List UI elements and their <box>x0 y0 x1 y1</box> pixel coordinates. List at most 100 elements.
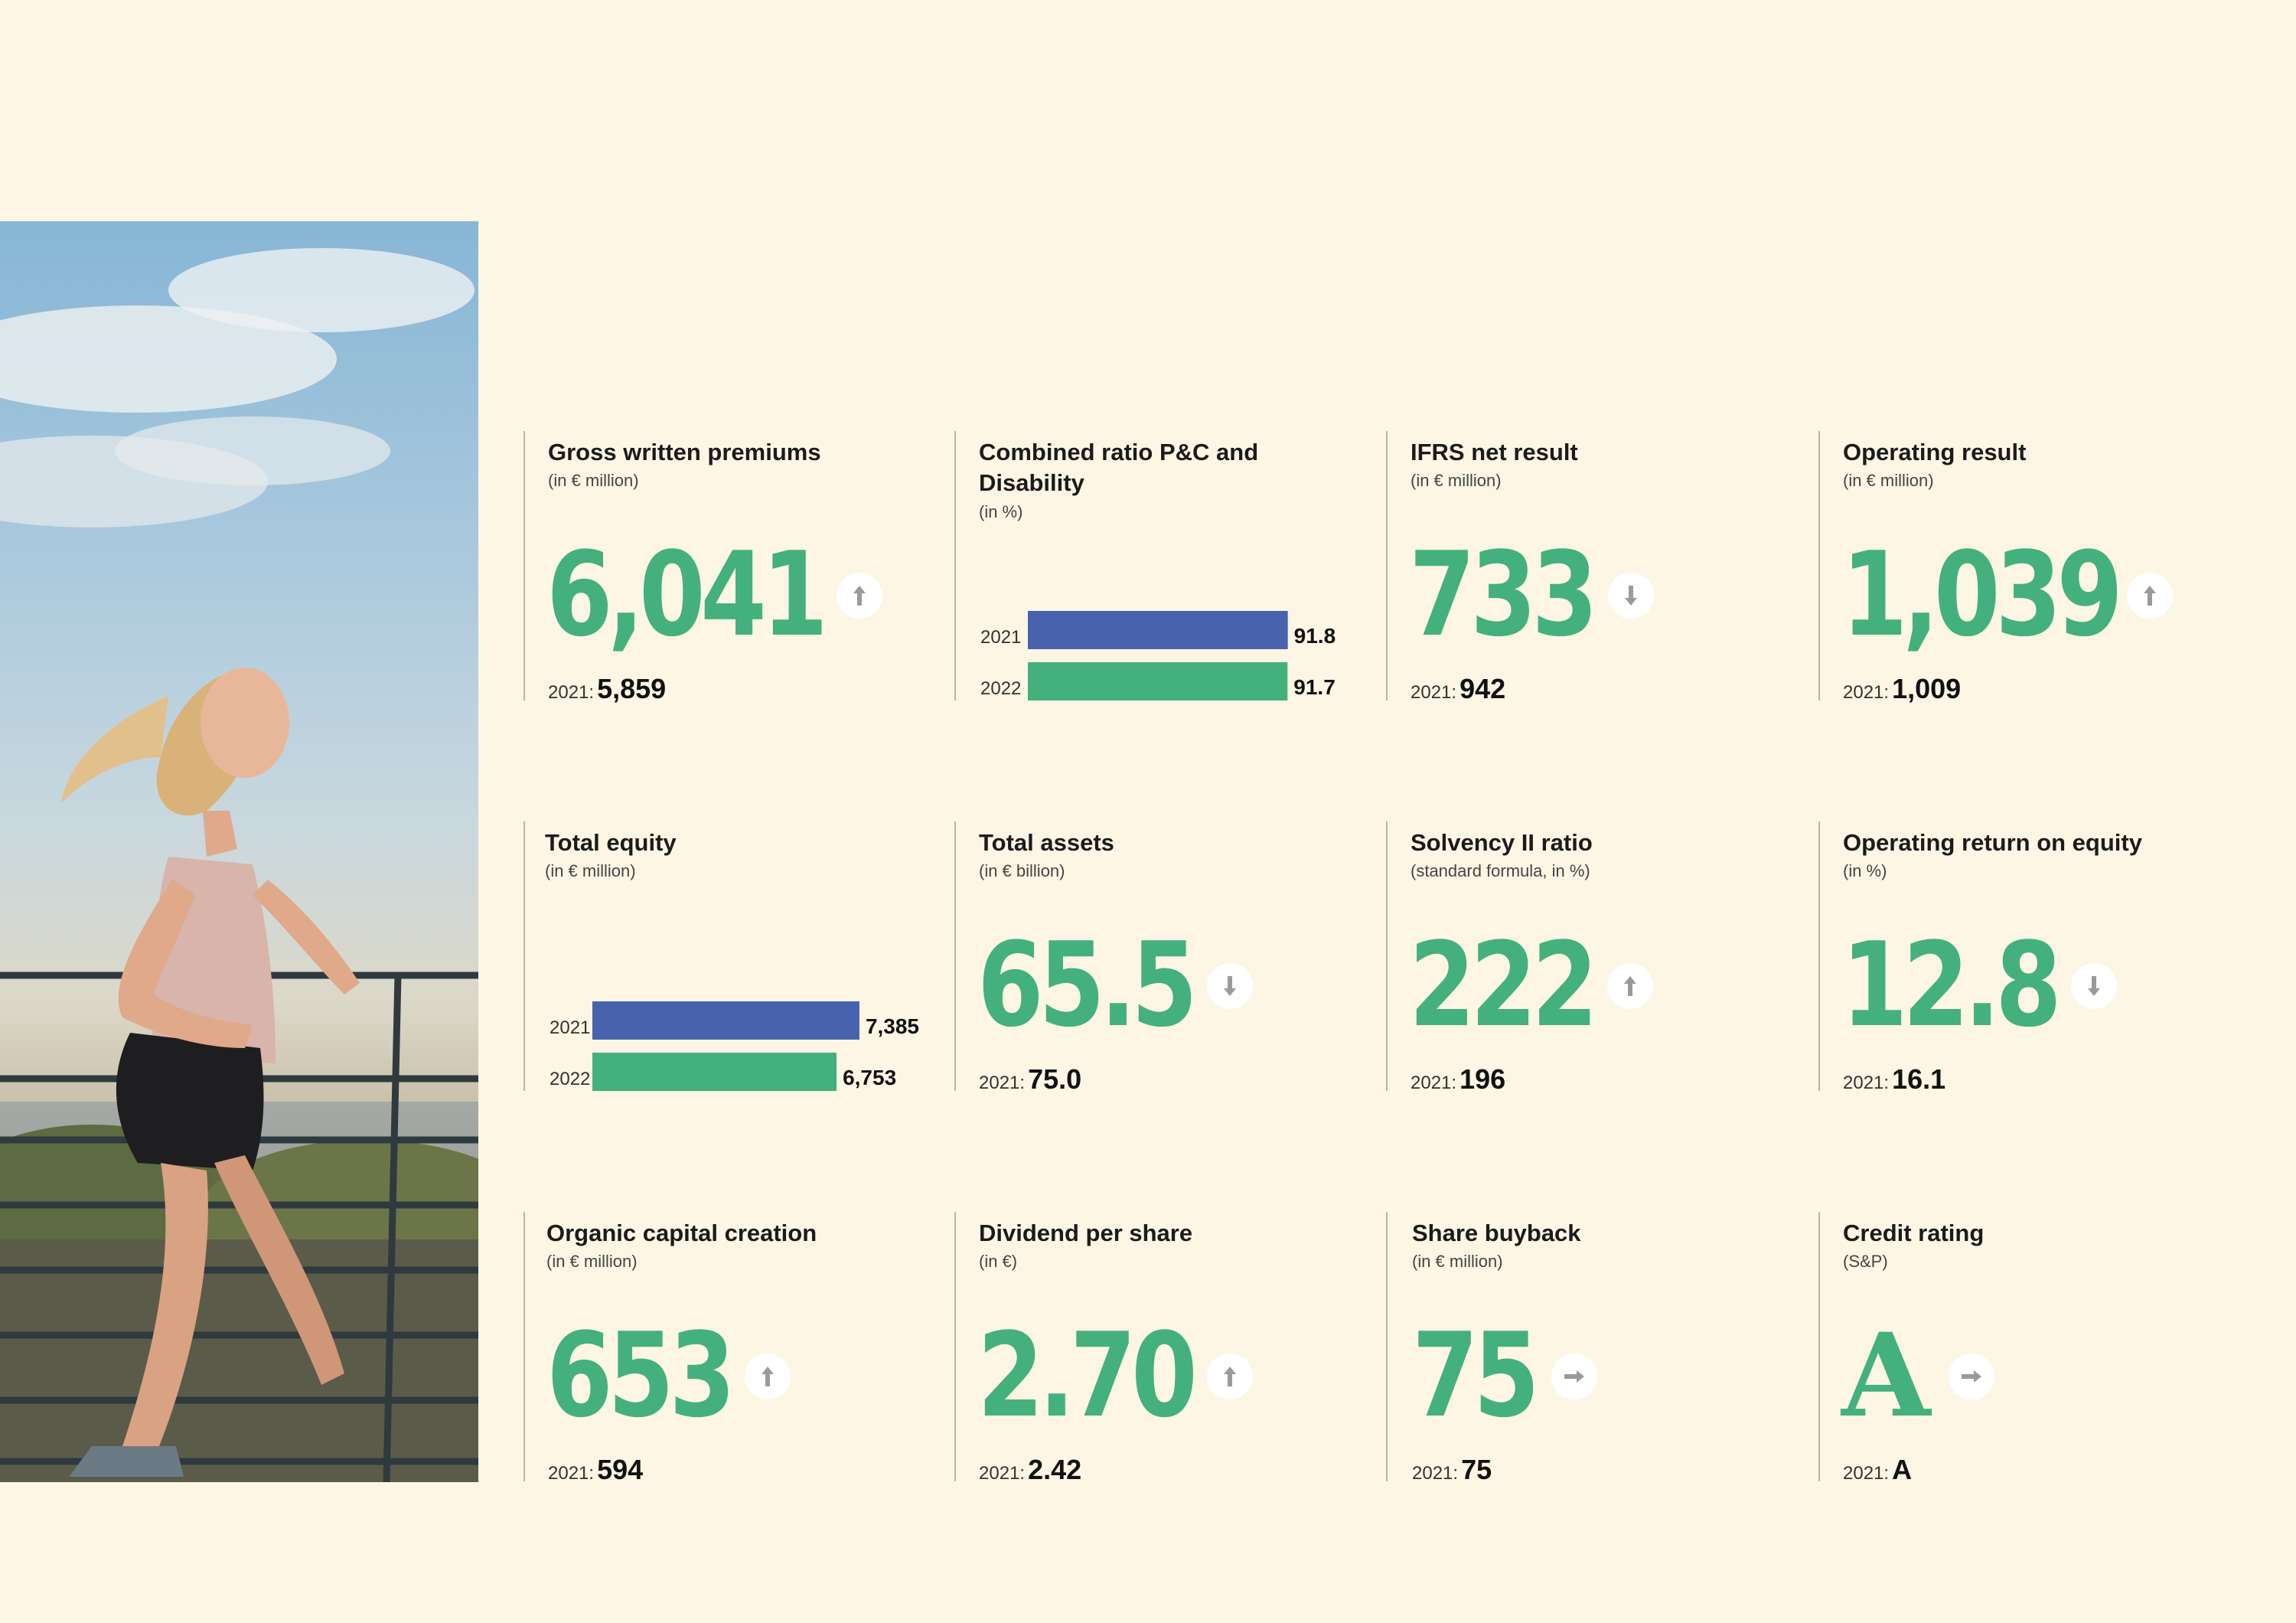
kpi-value: 65.5 <box>977 917 1198 1053</box>
kpi-solvency-ratio: Solvency II ratio (standard formula, in … <box>1386 821 1801 1095</box>
bar-category-label: 2022 <box>980 678 1021 699</box>
bar-2021 <box>1028 611 1288 649</box>
kpi-unit: (in € billion) <box>979 861 1065 880</box>
kpi-value: 75 <box>1412 1308 1540 1443</box>
arrow-right-icon <box>1949 1354 1994 1399</box>
bar-category-label: 2022 <box>550 1069 590 1089</box>
prior-label: 2021: <box>1843 682 1890 703</box>
kpi-ifrs-net-result: IFRS net result (in € million) 733 2021:… <box>1386 431 1801 704</box>
bar-category-label: 2021 <box>980 627 1021 648</box>
bar-value-label: 6,753 <box>843 1066 896 1089</box>
prior-label: 2021: <box>548 1463 595 1484</box>
kpi-value: 653 <box>546 1308 735 1443</box>
kpi-operating-roe: Operating return on equity (in %) 12.8 2… <box>1818 821 2233 1095</box>
prior-value: 1,009 <box>1892 673 1962 704</box>
prior-label: 2021: <box>979 1463 1026 1484</box>
kpi-operating-result: Operating result (in € million) 1,039 20… <box>1818 431 2233 704</box>
kpi-title: Gross written premiums <box>548 439 821 465</box>
kpi-prior: 2021: 5,859 <box>548 673 666 705</box>
kpi-prior: 2021: 16.1 <box>1843 1063 1945 1096</box>
kpi-unit: (in € million) <box>1411 471 1502 490</box>
prior-value: 196 <box>1459 1063 1506 1095</box>
kpi-unit: (in € million) <box>545 861 636 880</box>
prior-value: A <box>1892 1454 1913 1485</box>
kpi-title: Total assets <box>979 829 1114 856</box>
kpi-unit: (in %) <box>979 502 1023 521</box>
kpi-unit: (S&P) <box>1843 1252 1888 1271</box>
kpi-unit: (in € million) <box>548 471 639 490</box>
kpi-unit: (in € million) <box>546 1252 638 1271</box>
kpi-title: Operating return on equity <box>1843 829 2142 856</box>
prior-label: 2021: <box>1411 682 1457 703</box>
kpi-dividend-per-share: Dividend per share (in €) 2.70 2021: 2.42 <box>954 1212 1369 1485</box>
kpi-total-equity: Total equity (in € million) 2021 7,385 202… <box>523 821 938 1091</box>
kpi-title: IFRS net result <box>1411 439 1578 465</box>
kpi-prior: 2021: 594 <box>548 1454 643 1486</box>
kpi-combined-ratio: Combined ratio P&C and Disability (in %)… <box>954 431 1369 700</box>
bar-category-label: 2021 <box>550 1017 590 1038</box>
kpi-value: 1,039 <box>1841 527 2123 662</box>
prior-label: 2021: <box>1843 1463 1890 1484</box>
kpi-unit: (in %) <box>1843 861 1887 880</box>
kpi-value: 2.70 <box>977 1308 1198 1443</box>
kpi-title: Credit rating <box>1843 1220 1985 1246</box>
bar-value-label: 7,385 <box>866 1014 919 1038</box>
arrow-right-icon <box>1551 1354 1597 1399</box>
bar-2022 <box>592 1053 837 1091</box>
kpi-credit-rating: Credit rating (S&P) A 2021: A <box>1818 1212 2233 1485</box>
runner-photo <box>0 221 478 1482</box>
prior-value: 5,859 <box>597 673 667 704</box>
kpi-unit: (in € million) <box>1843 471 1934 490</box>
total-equity-chart: 2021 7,385 2022 6,753 <box>550 1001 919 1091</box>
prior-value: 2.42 <box>1028 1454 1082 1485</box>
bar-2021 <box>592 1001 859 1040</box>
prior-value: 594 <box>597 1454 644 1485</box>
kpi-prior: 2021: 75.0 <box>979 1063 1081 1096</box>
kpi-unit: (in €) <box>979 1252 1018 1271</box>
prior-label: 2021: <box>1412 1463 1459 1484</box>
combined-ratio-chart: 2021 91.8 2022 91.7 <box>980 611 1336 700</box>
kpi-prior: 2021: 2.42 <box>979 1454 1081 1486</box>
kpi-prior: 2021: 75 <box>1412 1454 1492 1486</box>
kpi-value: 222 <box>1409 917 1598 1053</box>
kpi-prior: 2021: A <box>1843 1454 1912 1486</box>
prior-label: 2021: <box>1843 1073 1890 1093</box>
kpi-gross-written-premiums: Gross written premiums (in € million) 6,… <box>523 431 938 704</box>
arrow-up-icon <box>837 573 882 619</box>
prior-label: 2021: <box>548 682 595 703</box>
prior-value: 942 <box>1459 673 1506 704</box>
kpi-prior: 2021: 942 <box>1411 673 1505 705</box>
runner-illustration <box>0 248 478 1482</box>
arrow-up-icon <box>1607 963 1653 1009</box>
kpi-prior: 2021: 1,009 <box>1843 673 1961 705</box>
prior-value: 75.0 <box>1028 1063 1082 1095</box>
kpi-value: 12.8 <box>1841 917 2062 1053</box>
kpi-unit: (standard formula, in %) <box>1411 861 1590 880</box>
kpi-organic-capital-creation: Organic capital creation (in € million) … <box>523 1212 938 1485</box>
arrow-up-icon <box>1207 1354 1253 1399</box>
arrow-down-icon <box>2071 963 2117 1009</box>
bar-value-label: 91.8 <box>1294 624 1336 648</box>
arrow-up-icon <box>745 1354 791 1399</box>
kpi-prior: 2021: 196 <box>1411 1063 1505 1096</box>
prior-value: 75 <box>1461 1454 1492 1485</box>
kpi-value: 733 <box>1409 527 1598 662</box>
kpi-value: 6,041 <box>546 527 828 662</box>
kpi-share-buyback: Share buyback (in € million) 75 2021: 75 <box>1386 1212 1801 1485</box>
prior-label: 2021: <box>1411 1073 1457 1093</box>
kpi-title: Total equity <box>545 829 677 856</box>
arrow-down-icon <box>1207 963 1253 1009</box>
kpi-title: Solvency II ratio <box>1411 829 1593 856</box>
kpi-title: Operating result <box>1843 439 2027 465</box>
prior-label: 2021: <box>979 1073 1026 1093</box>
bar-value-label: 91.7 <box>1293 675 1336 699</box>
kpi-title: Dividend per share <box>979 1220 1193 1246</box>
bar-2022 <box>1028 662 1288 700</box>
kpi-title: Organic capital creation <box>546 1220 817 1246</box>
kpi-value: A <box>1841 1308 1931 1443</box>
kpi-total-assets: Total assets (in € billion) 65.5 2021: 75… <box>954 821 1369 1095</box>
kpi-unit: (in € million) <box>1412 1252 1503 1271</box>
prior-value: 16.1 <box>1892 1063 1946 1095</box>
arrow-down-icon <box>1608 573 1654 619</box>
kpi-title: Share buyback <box>1412 1220 1581 1246</box>
